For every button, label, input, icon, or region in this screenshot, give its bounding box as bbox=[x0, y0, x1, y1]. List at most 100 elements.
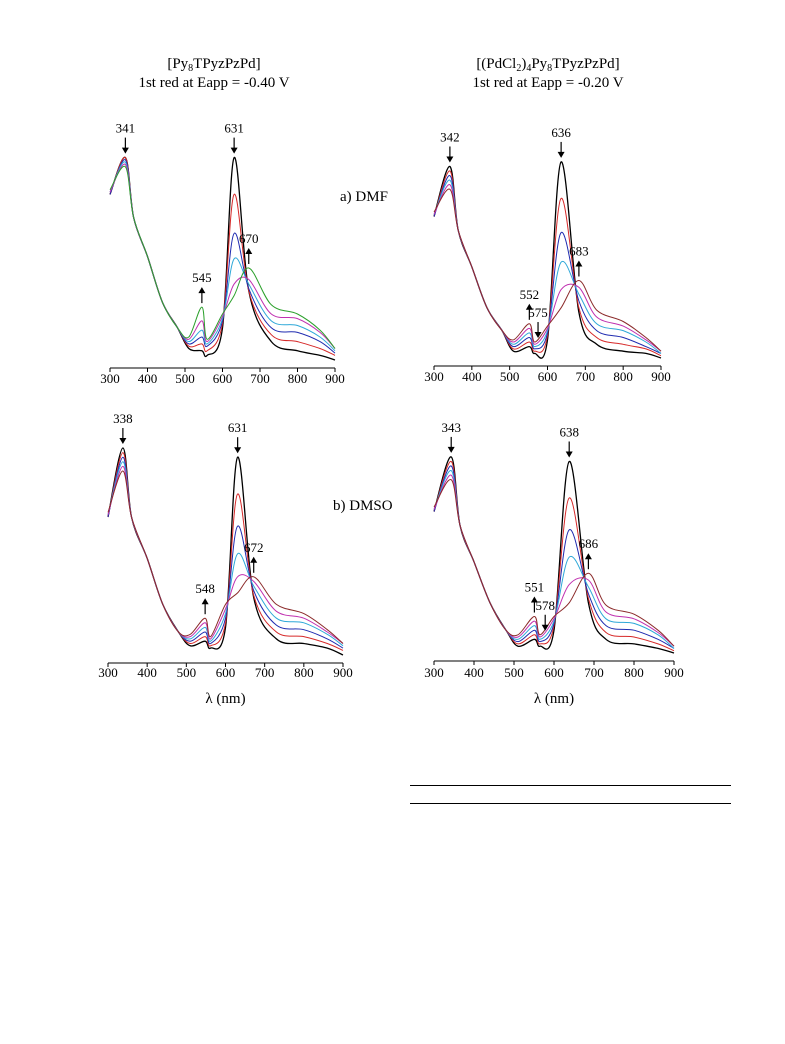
arrow-head bbox=[198, 287, 206, 294]
x-tick-label: 400 bbox=[137, 665, 157, 680]
x-tick-label: 700 bbox=[584, 665, 604, 680]
x-tick-label: 300 bbox=[98, 665, 118, 680]
arrow-head bbox=[250, 556, 258, 563]
peak-annotation: 341 bbox=[116, 121, 136, 154]
peak-label: 631 bbox=[224, 121, 244, 136]
x-tick-label: 700 bbox=[250, 371, 270, 386]
peak-annotation: 638 bbox=[559, 424, 579, 458]
peak-label: 343 bbox=[441, 420, 461, 435]
solvent-label-dmso: b) DMSO bbox=[333, 498, 393, 514]
arrow-head bbox=[584, 553, 592, 560]
x-tick-label: 300 bbox=[424, 665, 444, 680]
panel-a-right: 300 400 500 600 700 800 900 342 636 552 575 683 bbox=[424, 125, 671, 384]
x-tick-label: 600 bbox=[213, 371, 233, 386]
arrow-head bbox=[541, 624, 549, 631]
peak-label: 631 bbox=[228, 420, 248, 435]
x-axis-label: λ (nm) bbox=[205, 691, 245, 707]
title-right-line1: [(PdCl2)4Py8TPyzPzPd] bbox=[476, 56, 619, 74]
peak-annotation: 552 bbox=[520, 287, 540, 320]
peak-annotation: 683 bbox=[569, 243, 589, 277]
peak-label: 683 bbox=[569, 243, 589, 258]
peak-annotation: 631 bbox=[224, 121, 244, 154]
title-left: [Py8TPyzPzPd] 1st red at Eapp = -0.40 V bbox=[138, 56, 289, 91]
x-tick-label: 400 bbox=[138, 371, 158, 386]
spectrum-line bbox=[107, 452, 344, 651]
x-tick-label: 500 bbox=[500, 369, 520, 384]
x-tick-label: 600 bbox=[538, 369, 558, 384]
spectrum-line bbox=[109, 156, 336, 361]
x-tick-label: 400 bbox=[464, 665, 484, 680]
peak-label: 636 bbox=[551, 125, 571, 140]
peak-label: 578 bbox=[535, 598, 555, 613]
title-left-line1: [Py8TPyzPzPd] bbox=[167, 56, 260, 74]
peak-annotation: 343 bbox=[441, 420, 461, 453]
peak-label: 338 bbox=[113, 411, 133, 426]
x-tick-label: 500 bbox=[175, 371, 195, 386]
spectrum-line bbox=[109, 157, 336, 356]
x-tick-label: 900 bbox=[651, 369, 671, 384]
peak-annotation: 551 bbox=[525, 580, 545, 613]
peak-annotation: 575 bbox=[528, 305, 548, 339]
x-tick-label: 500 bbox=[504, 665, 524, 680]
spectrum-line bbox=[433, 470, 675, 649]
peak-annotation: 686 bbox=[579, 536, 599, 570]
arrow-head bbox=[575, 260, 583, 267]
x-tick-label: 900 bbox=[333, 665, 353, 680]
peak-annotation: 342 bbox=[440, 129, 460, 163]
peak-label: 575 bbox=[528, 305, 548, 320]
x-tick-label: 300 bbox=[100, 371, 120, 386]
arrow-head bbox=[245, 248, 253, 254]
peak-annotation: 545 bbox=[192, 270, 212, 304]
peak-annotation: 670 bbox=[239, 231, 259, 264]
spectrum-line bbox=[107, 470, 344, 644]
peak-annotation: 631 bbox=[228, 420, 248, 454]
peak-label: 670 bbox=[239, 231, 259, 246]
spectrum-line bbox=[109, 165, 336, 349]
spectrum-line bbox=[107, 456, 344, 649]
arrow-head bbox=[557, 151, 565, 158]
x-tick-label: 900 bbox=[325, 371, 345, 386]
x-tick-label: 500 bbox=[177, 665, 197, 680]
title-right: [(PdCl2)4Py8TPyzPzPd] 1st red at Eapp = … bbox=[472, 56, 623, 91]
arrow-head bbox=[446, 156, 454, 163]
arrow-head bbox=[534, 332, 542, 339]
x-tick-label: 800 bbox=[613, 369, 633, 384]
panel-b-right: 300 400 500 600 700 800 900 λ (nm) 343 638 551 578 6… bbox=[424, 420, 684, 707]
peak-label: 548 bbox=[195, 581, 215, 596]
peak-annotation: 672 bbox=[244, 540, 264, 573]
peak-label: 342 bbox=[440, 129, 460, 144]
title-left-line2: 1st red at Eapp = -0.40 V bbox=[138, 75, 289, 91]
x-tick-label: 400 bbox=[462, 369, 482, 384]
peak-label: 551 bbox=[525, 580, 545, 595]
peak-annotation: 578 bbox=[535, 598, 555, 631]
x-tick-label: 800 bbox=[288, 371, 308, 386]
arrow-head bbox=[119, 438, 127, 444]
panel-b-left: 300 400 500 600 700 800 900 λ (nm) 338 631 548 672 bbox=[98, 411, 353, 707]
title-right-line2: 1st red at Eapp = -0.20 V bbox=[472, 75, 623, 91]
footer-rule-top bbox=[410, 785, 731, 786]
peak-label: 672 bbox=[244, 540, 264, 555]
x-tick-label: 700 bbox=[576, 369, 596, 384]
x-tick-label: 300 bbox=[424, 369, 444, 384]
peak-annotation: 338 bbox=[113, 411, 133, 444]
footer-rule-bottom bbox=[410, 803, 731, 804]
peak-annotation: 548 bbox=[195, 581, 215, 615]
x-axis-label: λ (nm) bbox=[534, 691, 574, 707]
peak-label: 638 bbox=[559, 424, 579, 439]
peak-label: 545 bbox=[192, 270, 212, 285]
x-tick-label: 700 bbox=[255, 665, 275, 680]
panel-a-left: 300 400 500 600 700 800 900 341 631 545 670 bbox=[100, 121, 345, 386]
arrow-head bbox=[447, 446, 455, 453]
arrow-head bbox=[121, 147, 129, 154]
x-tick-label: 800 bbox=[624, 665, 644, 680]
x-tick-label: 600 bbox=[216, 665, 236, 680]
peak-label: 341 bbox=[116, 121, 136, 136]
peak-label: 552 bbox=[520, 287, 540, 302]
x-tick-label: 600 bbox=[544, 665, 564, 680]
x-tick-label: 900 bbox=[664, 665, 684, 680]
spectrum-line bbox=[433, 188, 662, 352]
arrow-head bbox=[230, 147, 238, 154]
peak-annotation: 636 bbox=[551, 125, 571, 158]
solvent-label-dmf: a) DMF bbox=[340, 189, 388, 205]
